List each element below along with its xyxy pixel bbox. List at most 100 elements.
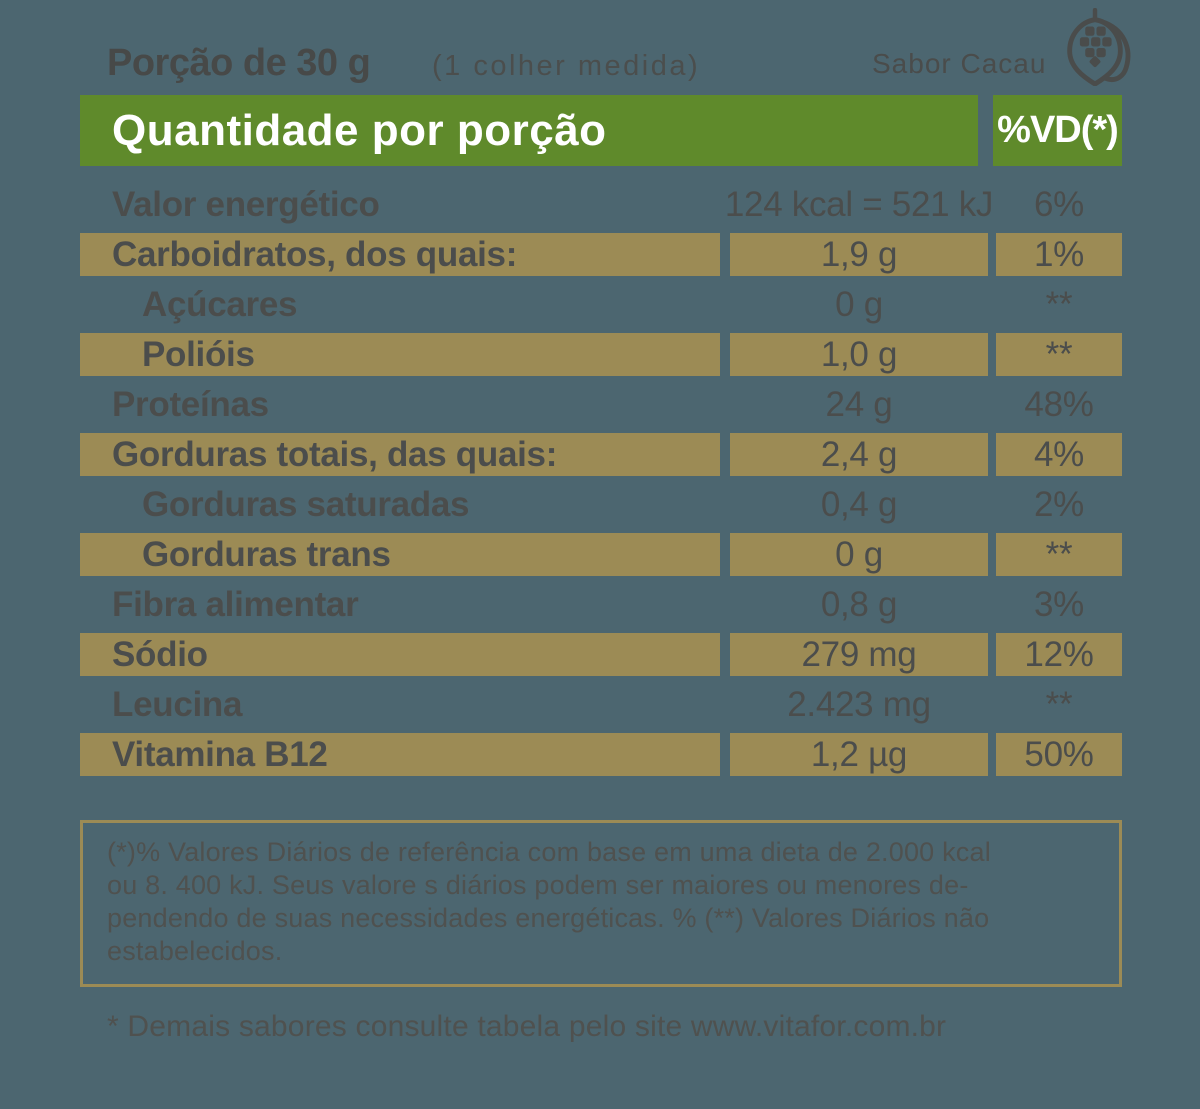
nutrient-value-cell: 0 g bbox=[730, 533, 988, 576]
nutrient-vd-cell: 6% bbox=[996, 183, 1122, 226]
nutrition-rows: Valor energético 124 kcal = 521 kJ 6% Ca… bbox=[80, 183, 1122, 783]
nutrient-value: 1,2 µg bbox=[810, 734, 908, 774]
nutrient-value: 279 mg bbox=[801, 634, 917, 674]
nutrient-label-cell: Valor energético bbox=[80, 183, 720, 226]
nutrient-label-cell: Açúcares bbox=[80, 283, 720, 326]
nutrient-value-cell: 124 kcal = 521 kJ bbox=[725, 183, 994, 226]
nutrient-value: 1,0 g bbox=[820, 334, 898, 374]
table-row: Fibra alimentar 0,8 g 3% bbox=[80, 583, 1122, 626]
nutrient-value-cell: 0,8 g bbox=[730, 583, 988, 626]
nutrient-label-cell: Sódio bbox=[80, 633, 720, 676]
nutrient-label: Açúcares bbox=[142, 284, 298, 324]
header-quantity-cell: Quantidade por porção bbox=[80, 95, 978, 166]
nutrient-value-cell: 279 mg bbox=[730, 633, 988, 676]
table-row: Carboidratos, dos quais: 1,9 g 1% bbox=[80, 233, 1122, 276]
nutrient-vd-value: 4% bbox=[1034, 434, 1084, 474]
nutrient-label-cell: Carboidratos, dos quais: bbox=[80, 233, 720, 276]
nutrient-vd-value: ** bbox=[1045, 284, 1073, 324]
nutrient-vd-cell: 12% bbox=[996, 633, 1122, 676]
nutrient-label-cell: Vitamina B12 bbox=[80, 733, 720, 776]
table-row: Valor energético 124 kcal = 521 kJ 6% bbox=[80, 183, 1122, 226]
nutrient-value-cell: 0,4 g bbox=[730, 483, 988, 526]
nutrient-label: Gorduras trans bbox=[142, 534, 391, 574]
nutrient-value: 24 g bbox=[825, 384, 893, 424]
nutrient-label-cell: Leucina bbox=[80, 683, 720, 726]
footnote-line: estabelecidos. bbox=[107, 936, 283, 966]
nutrient-value-cell: 24 g bbox=[730, 383, 988, 426]
footnote-line: (*)% Valores Diários de referência com b… bbox=[107, 837, 991, 867]
serving-measure-note: (1 colher medida) bbox=[432, 50, 701, 82]
nutrient-label: Fibra alimentar bbox=[112, 584, 359, 624]
bottom-note: * Demais sabores consulte tabela pelo si… bbox=[107, 1010, 947, 1043]
cacao-pod-icon bbox=[1067, 8, 1131, 86]
table-row: Gorduras trans 0 g ** bbox=[80, 533, 1122, 576]
footnote-line: ou 8. 400 kJ. Seus valore s diários pode… bbox=[107, 870, 969, 900]
nutrient-value-cell: 1,2 µg bbox=[730, 733, 988, 776]
table-row: Proteínas 24 g 48% bbox=[80, 383, 1122, 426]
nutrient-value: 1,9 g bbox=[820, 234, 898, 274]
nutrient-vd-value: 2% bbox=[1034, 484, 1084, 524]
footnote-line: pendendo de suas necessidades energética… bbox=[107, 903, 990, 933]
nutrient-vd-cell: ** bbox=[996, 533, 1122, 576]
nutrient-vd-value: ** bbox=[1045, 684, 1073, 724]
nutrient-label-cell: Proteínas bbox=[80, 383, 720, 426]
nutrient-vd-cell: 2% bbox=[996, 483, 1122, 526]
nutrient-vd-value: ** bbox=[1045, 534, 1073, 574]
nutrient-vd-cell: 4% bbox=[996, 433, 1122, 476]
nutrient-vd-value: 12% bbox=[1024, 634, 1094, 674]
table-row: Gorduras saturadas 0,4 g 2% bbox=[80, 483, 1122, 526]
nutrient-vd-cell: 48% bbox=[996, 383, 1122, 426]
table-row: Leucina 2.423 mg ** bbox=[80, 683, 1122, 726]
nutrient-vd-value: 50% bbox=[1024, 734, 1094, 774]
nutrient-value: 0,8 g bbox=[820, 584, 898, 624]
nutrient-vd-cell: 50% bbox=[996, 733, 1122, 776]
nutrient-value: 2,4 g bbox=[820, 434, 898, 474]
nutrient-label: Gorduras saturadas bbox=[142, 484, 470, 524]
nutrient-label: Leucina bbox=[112, 684, 243, 724]
nutrient-label: Polióis bbox=[142, 334, 255, 374]
table-row: Gorduras totais, das quais: 2,4 g 4% bbox=[80, 433, 1122, 476]
header-vd-label: %VD(*) bbox=[997, 109, 1119, 151]
nutrient-label: Valor energético bbox=[112, 184, 380, 224]
header-vd-cell: %VD(*) bbox=[993, 95, 1122, 166]
nutrient-value: 2.423 mg bbox=[787, 684, 931, 724]
table-row: Vitamina B12 1,2 µg 50% bbox=[80, 733, 1122, 776]
nutrient-label-cell: Gorduras totais, das quais: bbox=[80, 433, 720, 476]
nutrient-label: Gorduras totais, das quais: bbox=[112, 434, 558, 474]
nutrient-vd-value: ** bbox=[1045, 334, 1073, 374]
nutrient-label: Carboidratos, dos quais: bbox=[112, 234, 518, 274]
flavor-label: Sabor Cacau bbox=[872, 48, 1047, 79]
nutrient-label: Proteínas bbox=[112, 384, 269, 424]
nutrient-value: 0 g bbox=[835, 534, 883, 574]
nutrient-value-cell: 2,4 g bbox=[730, 433, 988, 476]
nutrient-value-cell: 1,9 g bbox=[730, 233, 988, 276]
table-header: Quantidade por porção %VD(*) bbox=[80, 95, 1122, 166]
nutrient-label-cell: Gorduras saturadas bbox=[80, 483, 720, 526]
nutrient-value-cell: 2.423 mg bbox=[730, 683, 988, 726]
nutrient-value-cell: 1,0 g bbox=[730, 333, 988, 376]
nutrient-value-cell: 0 g bbox=[730, 283, 988, 326]
nutrient-vd-value: 1% bbox=[1034, 234, 1084, 274]
nutrient-label: Sódio bbox=[112, 634, 208, 674]
nutrient-vd-value: 48% bbox=[1024, 384, 1094, 424]
nutrient-vd-cell: ** bbox=[996, 333, 1122, 376]
nutrient-label-cell: Gorduras trans bbox=[80, 533, 720, 576]
nutrient-label: Vitamina B12 bbox=[112, 734, 328, 774]
nutrient-vd-value: 6% bbox=[1034, 184, 1084, 224]
nutrient-vd-cell: ** bbox=[996, 683, 1122, 726]
nutrient-label-cell: Polióis bbox=[80, 333, 720, 376]
table-row: Sódio 279 mg 12% bbox=[80, 633, 1122, 676]
nutrient-vd-cell: 1% bbox=[996, 233, 1122, 276]
nutrient-vd-value: 3% bbox=[1034, 584, 1084, 624]
nutrient-vd-cell: ** bbox=[996, 283, 1122, 326]
nutrient-value: 124 kcal = 521 kJ bbox=[724, 184, 994, 224]
table-row: Polióis 1,0 g ** bbox=[80, 333, 1122, 376]
nutrient-vd-cell: 3% bbox=[996, 583, 1122, 626]
table-row: Açúcares 0 g ** bbox=[80, 283, 1122, 326]
nutrient-label-cell: Fibra alimentar bbox=[80, 583, 720, 626]
serving-size-title: Porção de 30 g bbox=[107, 42, 371, 84]
nutrient-value: 0 g bbox=[835, 284, 883, 324]
nutrient-value: 0,4 g bbox=[820, 484, 898, 524]
footnote-box: (*)% Valores Diários de referência com b… bbox=[80, 820, 1122, 987]
